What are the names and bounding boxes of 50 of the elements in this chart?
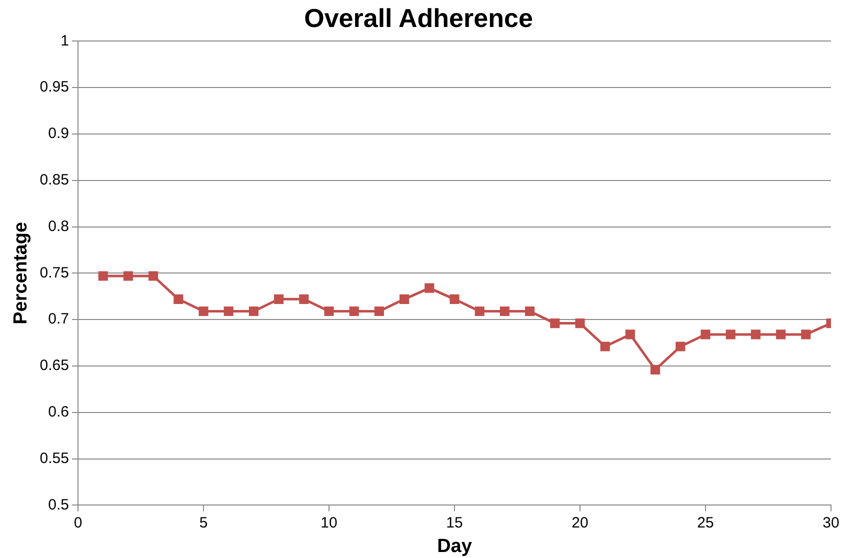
x-tick-label: 10 [320,514,338,532]
point [776,330,786,340]
x-tick-label: 15 [446,514,463,532]
point [600,342,610,352]
point [750,330,760,340]
point [349,306,359,316]
point [550,318,560,328]
point [148,271,158,281]
y-axis-title: Percentage [10,222,32,324]
x-axis-title: Day [437,536,472,557]
x-tick-label: 25 [697,514,714,532]
point [450,294,460,304]
point [98,271,108,281]
point [525,306,535,316]
x-tick-label: 20 [572,514,588,532]
y-tick-label: 0.85 [40,172,69,189]
y-tick-label: 0.65 [40,357,69,374]
point [198,306,208,316]
point [123,271,133,281]
x-tick-label: 0 [74,514,82,532]
y-tick-label: 1 [60,32,69,50]
point [374,306,384,316]
point [324,306,334,316]
point [474,306,484,316]
y-tick-label: 0.55 [40,450,69,467]
point [650,364,660,374]
point [575,318,585,328]
y-tick-label: 0.95 [40,78,69,96]
point [248,306,258,316]
point [299,294,309,304]
y-tick-label: 0.75 [40,264,69,282]
chart-title: Overall Adherence [304,2,533,33]
point [726,330,736,340]
point [625,330,635,340]
y-tick-label: 0.5 [48,496,69,514]
point [400,294,410,304]
y-tick-label: 0.6 [48,404,69,421]
x-tick-label: 5 [199,514,208,532]
y-tick-label: 0.9 [48,125,69,142]
point [700,330,710,340]
x-tick-label: 30 [822,514,840,532]
y-tick-label: 0.7 [48,310,69,328]
point [676,342,686,352]
point [274,294,284,304]
point [224,306,234,316]
y-tick-label: 0.8 [48,218,69,235]
point [500,306,510,316]
point [174,294,184,304]
point [801,330,811,340]
point [424,283,434,293]
